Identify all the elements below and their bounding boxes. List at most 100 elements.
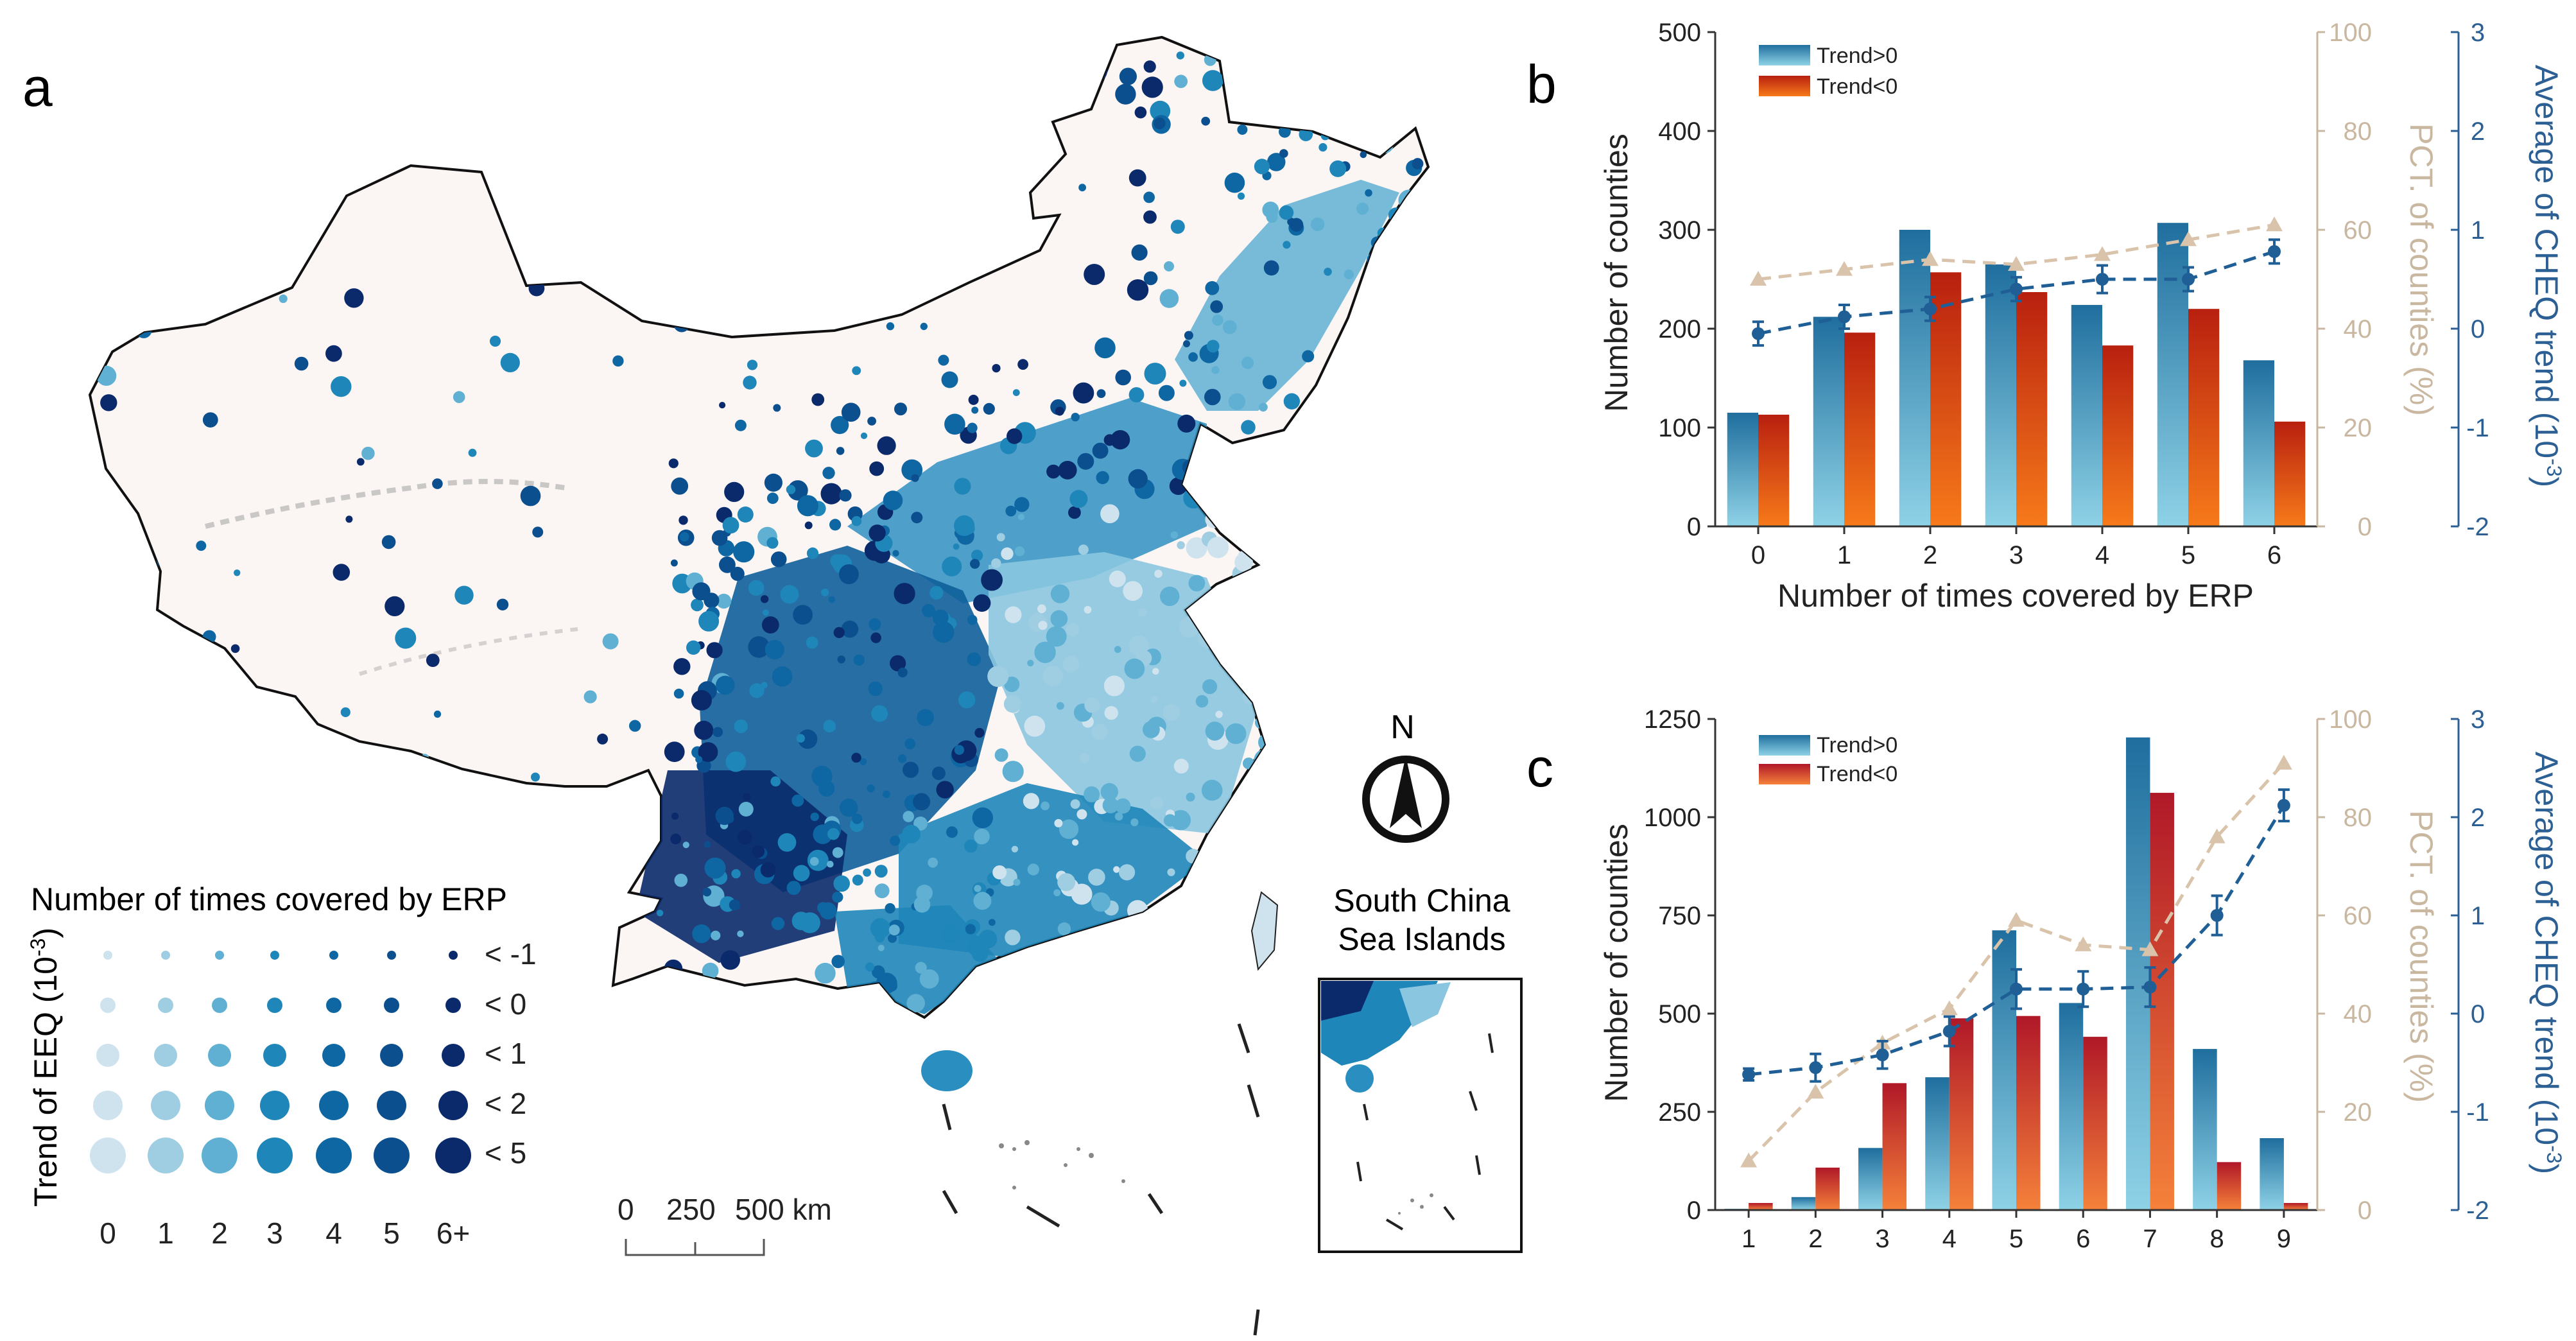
county-dot	[971, 406, 979, 414]
county-dot	[874, 865, 888, 878]
county-dot	[890, 835, 901, 846]
chart-b-bars	[1727, 223, 2306, 526]
county-dot	[1270, 823, 1288, 842]
county-dot	[1369, 465, 1379, 476]
county-dot	[716, 593, 732, 609]
north-label: N	[1390, 709, 1415, 746]
county-dot	[1012, 389, 1020, 396]
county-dot	[782, 72, 795, 85]
legend-dot	[260, 1091, 290, 1120]
county-dot	[748, 636, 770, 658]
county-dot	[994, 748, 1008, 762]
county-dot	[1100, 783, 1119, 801]
county-dot	[1337, 763, 1354, 780]
bar-trend-pos-8	[2193, 1049, 2217, 1210]
county-dot	[877, 436, 896, 455]
county-dot	[903, 811, 914, 822]
county-dot	[1154, 980, 1174, 1000]
county-dot	[1407, 511, 1414, 518]
county-dot	[810, 812, 819, 822]
hainan-island	[921, 1050, 972, 1091]
county-dot	[862, 247, 872, 257]
legend-dot	[215, 951, 224, 960]
bar-trend-pos-4	[1925, 1077, 1949, 1210]
county-dot	[1223, 878, 1235, 889]
county-dot	[765, 994, 777, 1005]
county-dot	[1275, 516, 1293, 533]
county-dot	[1391, 58, 1411, 78]
scale-label-250: 250	[666, 1193, 716, 1226]
panel-b-letter: b	[1526, 54, 1557, 114]
county-dot	[668, 458, 679, 469]
county-dot	[1387, 551, 1405, 569]
y-tick: 500	[1658, 19, 1701, 47]
county-dot	[1344, 269, 1354, 280]
county-dot	[1247, 81, 1266, 99]
chart-b-y3label-sup: -3	[2543, 458, 2566, 476]
county-dot	[196, 541, 207, 551]
county-dot	[793, 865, 810, 881]
bar-trend-neg-1	[1844, 333, 1876, 526]
county-dot	[992, 865, 1007, 879]
x-tick-3: 3	[2009, 541, 2023, 569]
county-dot	[1166, 919, 1186, 939]
county-dot	[1306, 793, 1322, 809]
bar-trend-neg-2	[1930, 272, 1962, 526]
county-dot	[894, 402, 907, 416]
x-tick-7: 7	[2143, 1225, 2157, 1253]
county-dot	[394, 840, 405, 851]
legend-dot	[387, 951, 396, 960]
county-dot	[1370, 566, 1392, 589]
county-dot	[890, 655, 906, 671]
legend-row-1: < 0	[485, 987, 526, 1021]
chart-c-ylabel: Number of counties	[1598, 824, 1634, 1102]
county-dot	[888, 924, 900, 936]
county-dot	[1302, 933, 1310, 942]
county-dot	[692, 924, 711, 944]
scale-label-500: 500 km	[735, 1193, 832, 1226]
county-dot	[1271, 956, 1282, 967]
county-dot	[1331, 523, 1344, 537]
legend-dot	[435, 1138, 471, 1173]
county-dot	[1159, 289, 1179, 308]
y3-tick: -2	[2466, 1197, 2489, 1225]
boundary-dashes	[942, 1023, 1260, 1336]
county-dot	[174, 306, 186, 319]
county-dot	[1304, 847, 1319, 861]
county-dot	[1360, 151, 1367, 159]
legend-dot	[377, 1091, 406, 1120]
county-dot	[702, 962, 719, 980]
county-dot	[708, 65, 718, 74]
county-dot	[1301, 446, 1310, 456]
county-dot	[1396, 456, 1405, 465]
county-dot	[325, 345, 342, 362]
county-dot	[1091, 892, 1111, 912]
county-dot	[1256, 632, 1277, 653]
county-dot	[1046, 464, 1060, 479]
county-dot	[1408, 558, 1422, 573]
county-dot	[1324, 268, 1332, 276]
county-dot	[838, 564, 859, 584]
county-dot	[1376, 136, 1394, 153]
county-dot	[841, 620, 859, 638]
county-dot	[1327, 66, 1344, 83]
x-tick-9: 9	[2277, 1225, 2291, 1253]
cheq-point	[2010, 982, 2023, 996]
legend-dot	[103, 951, 112, 960]
pct-point	[2208, 828, 2226, 844]
county-dot	[729, 899, 740, 911]
pct-point	[2094, 246, 2111, 261]
county-dot	[1030, 976, 1044, 991]
county-dot	[1412, 158, 1424, 169]
county-dot	[520, 485, 541, 506]
county-dot	[1038, 621, 1048, 630]
county-dot	[964, 523, 975, 534]
county-dot	[1003, 957, 1019, 974]
county-dot	[894, 583, 915, 605]
bar-trend-pos-2	[1899, 230, 1930, 526]
county-dot	[1336, 615, 1354, 633]
y2-tick: 0	[2358, 513, 2372, 541]
legend-dot	[96, 1044, 119, 1067]
county-dot	[1398, 607, 1414, 622]
y3-tick: 0	[2471, 1000, 2485, 1028]
